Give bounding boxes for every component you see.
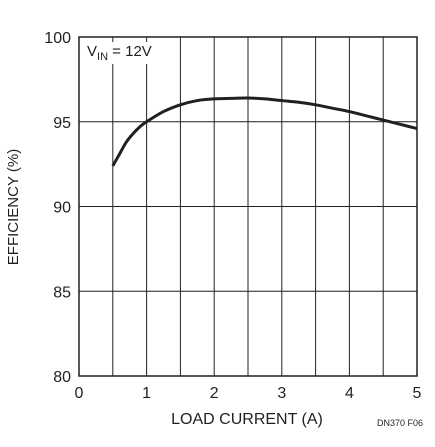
axis-layer: 0 1 2 3 4 5 80 85 90 95 100 [44,30,421,402]
x-tick-label: 3 [277,385,286,402]
figure-id: DN370 F06 [377,418,423,428]
vin-annotation: VIN = 12V [87,43,152,63]
y-tick-label: 95 [53,115,71,132]
x-axis-label: LOAD CURRENT (A) [171,411,323,428]
y-axis-label: EFFICIENCY (%) [5,149,22,265]
x-tick-label: 5 [413,385,422,402]
annotation-background [85,42,154,64]
annotation-v: V [87,43,97,60]
series-layer [111,96,418,167]
y-tick-label: 90 [53,200,71,217]
x-tick-label: 0 [75,385,84,402]
y-tick-label: 85 [53,284,71,301]
x-tick-label: 1 [142,385,151,402]
plot-frame [78,36,418,377]
label-layer: VIN = 12V LOAD CURRENT (A) EFFICIENCY (%… [5,42,423,428]
annotation-subscript: IN [97,51,108,63]
y-tick-label: 80 [53,369,71,386]
x-tick-label: 4 [345,385,354,402]
annotation-rest: = 12V [108,43,152,60]
y-tick-label: 100 [44,30,71,47]
grid-layer [79,37,418,376]
efficiency-line [111,96,418,167]
x-tick-label: 2 [210,385,219,402]
